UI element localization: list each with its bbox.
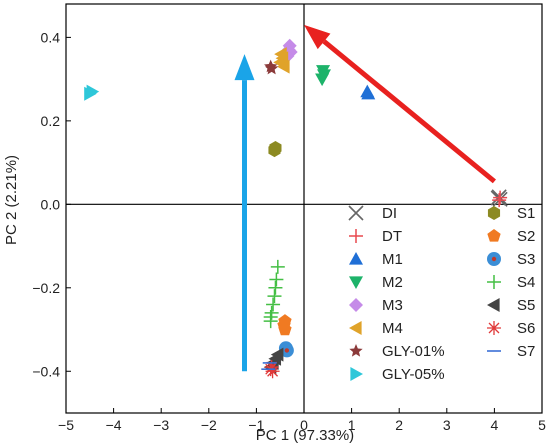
legend-marker-s6 xyxy=(487,321,501,335)
legend-marker-s1 xyxy=(487,206,501,220)
point-s2 xyxy=(278,322,292,336)
legend-label-dt: DT xyxy=(382,228,402,245)
point-s4 xyxy=(270,259,285,274)
point-dt xyxy=(492,193,507,208)
y-tick-label: 0.4 xyxy=(41,29,61,45)
x-tick-label: 0 xyxy=(300,417,308,433)
x-tick-label: −4 xyxy=(106,417,122,433)
y-tick-label: −0.2 xyxy=(32,280,60,296)
point-s4 xyxy=(266,297,281,312)
legend-label-m2: M2 xyxy=(382,274,403,291)
point-s3-center xyxy=(284,348,290,353)
legend-marker-gly-05 xyxy=(350,367,363,381)
legend-label-m4: M4 xyxy=(382,320,403,337)
legend-label-gly-05: GLY-05% xyxy=(382,366,445,383)
point-s4 xyxy=(267,289,282,304)
legend-label-s5: S5 xyxy=(517,297,535,314)
arrow-shaft xyxy=(322,39,496,184)
legend-marker-gly-01 xyxy=(349,344,363,357)
x-tick-label: −3 xyxy=(153,417,169,433)
legend-marker-s4 xyxy=(487,275,501,289)
point-s1 xyxy=(268,143,281,158)
y-axis-title: PC 2 (2.21%) xyxy=(3,155,20,245)
point-m4 xyxy=(277,59,290,74)
x-tick-label: 2 xyxy=(395,417,403,433)
legend-marker-m2 xyxy=(349,276,363,289)
point-dt xyxy=(493,190,508,205)
point-s6 xyxy=(264,360,279,375)
y-tick-label: 0.2 xyxy=(41,113,61,129)
x-axis-title: PC 1 (97.33%) xyxy=(256,427,354,444)
point-m4 xyxy=(274,47,287,62)
y-tick-label: −0.4 xyxy=(32,363,60,379)
legend-marker-m4 xyxy=(349,321,362,335)
annotation-layer xyxy=(234,24,496,372)
point-m2 xyxy=(315,73,330,87)
points-layer xyxy=(84,38,508,379)
legend-marker-dt xyxy=(349,229,363,243)
legend: DI DT M1 M2 M3 M4 GLY-01% GLY-05% S1 S2 S3 S4 S5 S6 S7 xyxy=(348,205,535,383)
legend-marker-s2 xyxy=(487,229,501,242)
legend-label-s7: S7 xyxy=(517,343,535,360)
point-s4 xyxy=(269,272,284,287)
legend-label-m1: M1 xyxy=(382,251,403,268)
axes-layer: −5 −4 −3 −2 −1 0 1 2 3 4 5 −0.4 −0.2 0.0 0.2 0.4 xyxy=(32,3,546,433)
x-tick-label: −1 xyxy=(248,417,264,433)
legend-label-di: DI xyxy=(382,205,397,222)
legend-label-s2: S2 xyxy=(517,228,535,245)
point-gly-01 xyxy=(264,61,279,75)
legend-marker-di xyxy=(348,205,364,221)
x-tick-label: 3 xyxy=(443,417,451,433)
legend-label-s3: S3 xyxy=(517,251,535,268)
x-tick-label: −2 xyxy=(201,417,217,433)
legend-label-m3: M3 xyxy=(382,297,403,314)
legend-marker-m3 xyxy=(349,298,363,312)
x-tick-label: 4 xyxy=(491,417,499,433)
point-s4 xyxy=(263,314,278,329)
legend-label-s1: S1 xyxy=(517,205,535,222)
x-tick-label: 5 xyxy=(538,417,546,433)
point-gly-05 xyxy=(84,86,97,101)
legend-marker-m1 xyxy=(349,252,363,265)
point-m1 xyxy=(360,84,375,98)
legend-marker-s5 xyxy=(487,298,500,312)
point-s4 xyxy=(268,280,283,295)
arrow-head xyxy=(304,24,331,50)
y-tick-label: 0.0 xyxy=(41,196,61,212)
arrow-head xyxy=(234,54,255,81)
x-tick-label: −5 xyxy=(58,417,74,433)
legend-label-gly-01: GLY-01% xyxy=(382,343,445,360)
legend-label-s6: S6 xyxy=(517,320,535,337)
x-tick-label: 1 xyxy=(348,417,356,433)
legend-marker-s3-center xyxy=(491,256,497,262)
legend-label-s4: S4 xyxy=(517,274,535,291)
